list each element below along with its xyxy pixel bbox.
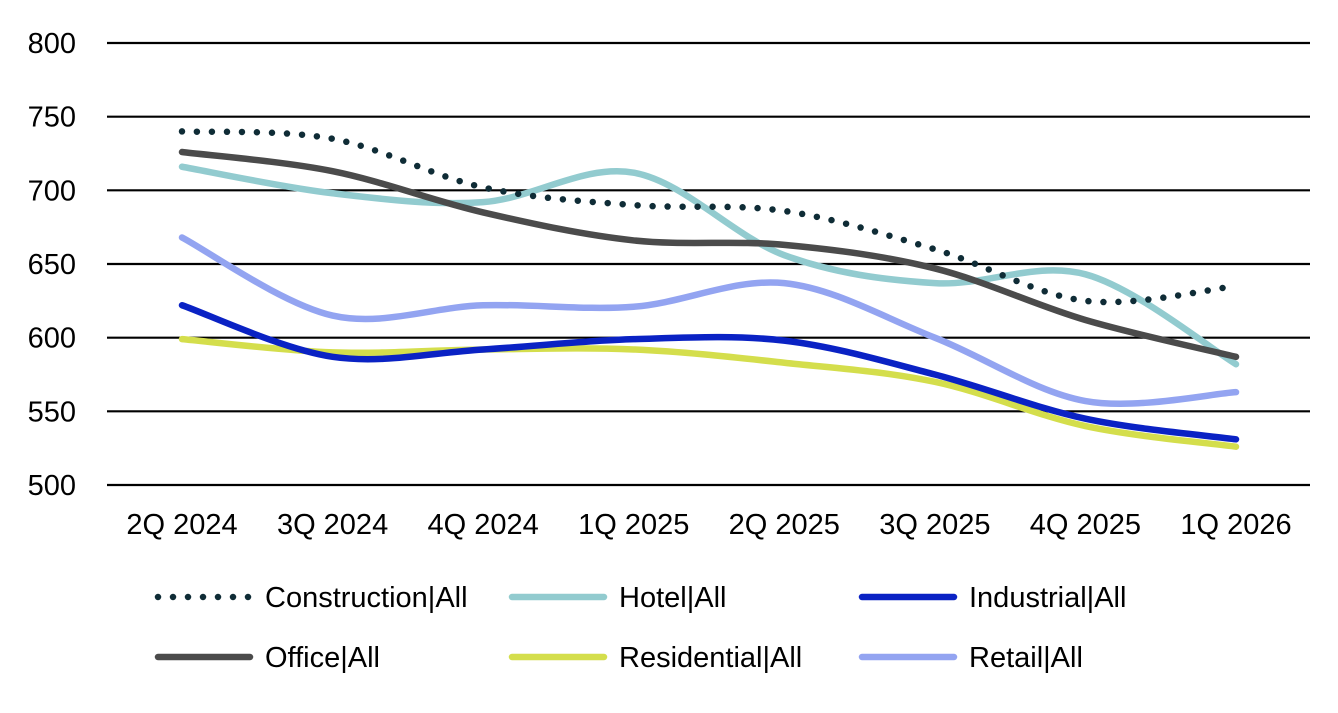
x-tick-label: 4Q 2024: [428, 509, 539, 541]
legend-label: Office|All: [265, 642, 380, 674]
series-lines: [178, 128, 1240, 450]
legend-item-construction-all: Construction|All: [154, 582, 468, 614]
y-tick-label: 500: [28, 470, 76, 502]
x-axis-ticks: 2Q 2024 3Q 2024 4Q 2024 1Q 2025 2Q 2025 3Q 20…: [126, 509, 1291, 541]
legend-label: Hotel|All: [619, 582, 726, 614]
legend-label: Retail|All: [969, 642, 1083, 674]
series-line-hotel-all: [178, 163, 1240, 368]
y-tick-label: 700: [28, 175, 76, 207]
legend: Construction|All Hotel|All Industrial|All O…: [154, 582, 1126, 674]
y-tick-label: 550: [28, 396, 76, 428]
legend-item-residential-all: Residential|All: [508, 642, 802, 674]
y-axis-ticks: 500 550 600 650 700 750 800: [28, 28, 76, 502]
x-tick-label: 2Q 2024: [126, 509, 237, 541]
y-tick-label: 650: [28, 249, 76, 281]
legend-label: Industrial|All: [969, 582, 1126, 614]
series-line-retail-all: [178, 234, 1240, 407]
legend-item-industrial-all: Industrial|All: [858, 582, 1126, 614]
series-line-industrial-all: [178, 302, 1240, 443]
x-tick-label: 4Q 2025: [1030, 509, 1141, 541]
x-tick-label: 2Q 2025: [729, 509, 840, 541]
x-tick-label: 1Q 2026: [1180, 509, 1291, 541]
series-line-residential-all: [178, 335, 1240, 450]
legend-item-retail-all: Retail|All: [858, 642, 1083, 674]
series-line-office-all: [178, 148, 1240, 361]
gridlines: [107, 41, 1310, 487]
y-tick-label: 800: [28, 28, 76, 60]
legend-item-office-all: Office|All: [154, 642, 380, 674]
y-tick-label: 600: [28, 323, 76, 355]
legend-label: Construction|All: [265, 582, 468, 614]
x-tick-label: 3Q 2025: [879, 509, 990, 541]
x-tick-label: 3Q 2024: [277, 509, 388, 541]
legend-label: Residential|All: [619, 642, 802, 674]
legend-item-hotel-all: Hotel|All: [508, 582, 726, 614]
y-tick-label: 750: [28, 102, 76, 134]
x-tick-label: 1Q 2025: [578, 509, 689, 541]
series-line-construction-all: [178, 128, 1240, 306]
